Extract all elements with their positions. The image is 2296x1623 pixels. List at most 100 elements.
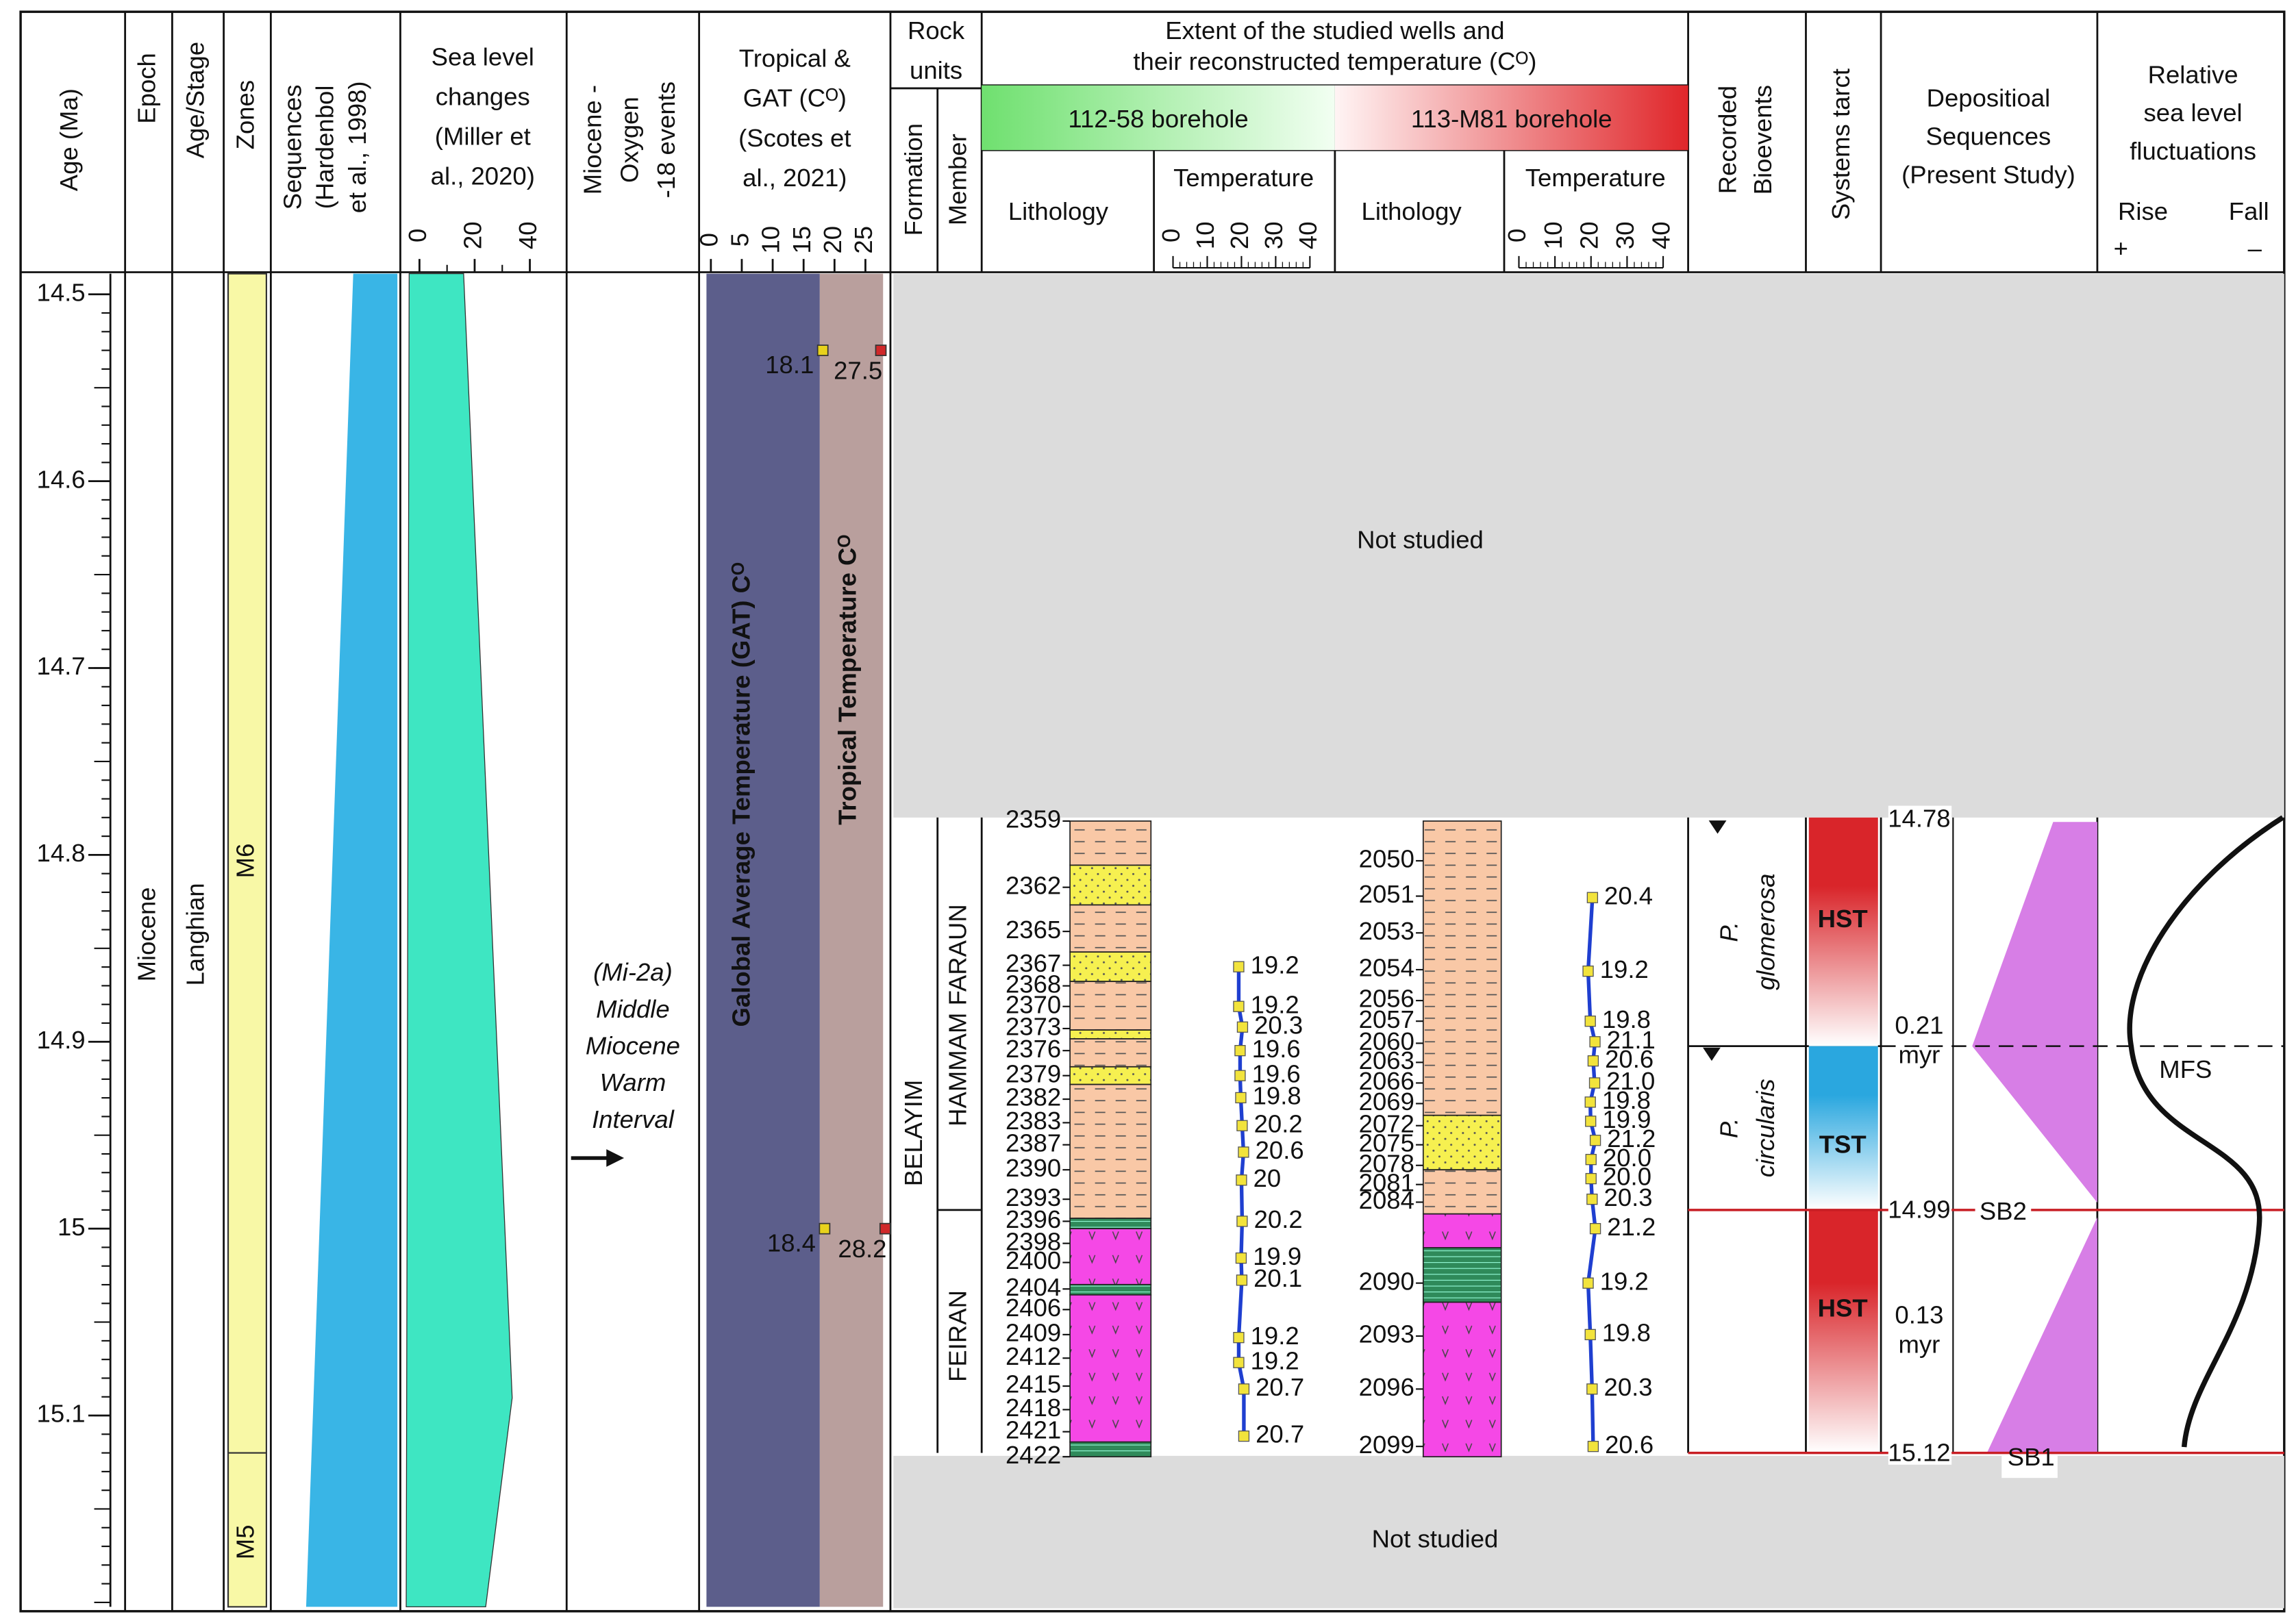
header-label: Zones [232,80,260,149]
header-label: Rise [2118,197,2168,225]
header-label: Miocene - [579,85,607,194]
not-studied-label: Not studied [1357,525,1484,553]
header-label: (Scotes et [738,124,851,152]
boundary-age: 14.78 [1888,805,1950,833]
systems-tract-label: HST [1818,905,1868,933]
temperature-point [1589,1135,1601,1146]
depth-label: 2382 [1006,1083,1061,1111]
header-label: (Present Study) [1901,160,2075,188]
header-label: Member [944,134,972,225]
event-label: Interval [592,1105,675,1133]
x-tick-label: 30 [1260,221,1288,249]
depth-label: 2370 [1006,990,1061,1018]
depth-label: 2415 [1006,1370,1061,1398]
depth-label: 2090 [1359,1267,1414,1295]
bioevent-label: P. [1715,1118,1743,1138]
duration-label: 0.21 [1895,1011,1943,1039]
depth-label: 2063 [1359,1046,1414,1074]
temperature-point [1233,1331,1245,1344]
value-label: 20.3 [1254,1011,1303,1039]
value-label: 19.2 [1251,1346,1299,1374]
lithology-layer [1069,820,1152,866]
temperature-point [1585,1153,1597,1166]
depth-label: 2406 [1006,1294,1061,1322]
depth-label: 2393 [1006,1183,1061,1211]
value-label: 20.4 [1604,881,1653,909]
temperature-point [1586,1194,1598,1205]
header-label: Recorded [1713,86,1741,194]
depth-label: 2422 [1006,1441,1061,1469]
header-label: Sea level [432,43,534,71]
y-tick-label: 14.6 [37,465,86,493]
y-tick-label: 15 [58,1213,86,1241]
event-label: Miocene [586,1032,680,1060]
depth-label: 2365 [1006,916,1061,944]
x-tick-label: 20 [1575,221,1603,249]
value-label: 20.3 [1604,1183,1653,1211]
formation-label: BELAYIM [899,1080,927,1187]
value-label: 20.1 [1253,1264,1302,1292]
lithology-layer [1422,1301,1502,1458]
depth-label: 2072 [1359,1109,1414,1137]
sea-level-curve [405,273,513,1608]
y-tick-label: 15.1 [37,1400,86,1428]
temperature-point [1582,965,1594,977]
depth-label: 2412 [1006,1342,1061,1370]
value-label: 28.2 [838,1235,886,1263]
arrow-head [606,1149,625,1167]
value-label: 19.2 [1251,990,1299,1018]
zone [227,273,267,1454]
lithology-layer [1069,1294,1152,1443]
depth-label: 2409 [1006,1318,1061,1346]
temperature-point [879,1222,891,1235]
header-label: Fall [2229,197,2269,225]
depth-label: 2060 [1359,1027,1414,1055]
temperature-point [1585,1116,1597,1127]
y-tick-label: 14.8 [37,839,86,867]
temperature-point [1233,1001,1245,1012]
header-label: Age (Ma) [55,88,83,191]
bioevent-label: P. [1715,922,1743,942]
depth-label: 2359 [1006,805,1061,833]
lithology-layer [1069,981,1152,1031]
value-label: 19.8 [1602,1086,1651,1114]
x-tick-label: 25 [849,226,877,254]
value-label: 20.6 [1605,1431,1654,1459]
temperature-point [1586,1383,1598,1395]
value-label: 19.9 [1253,1242,1301,1270]
relative-sea-level [2127,815,2284,1448]
temperature-point [1235,1252,1247,1264]
header-label: – [2248,234,2262,262]
bioevent-label: glomerosa [1751,873,1780,990]
temperature-point [1585,1172,1597,1185]
bioevent-label: circularis [1751,1079,1780,1177]
depth-label: 2096 [1359,1373,1414,1401]
column-label: Temperature [1173,164,1314,192]
depth-label: 2056 [1359,985,1414,1013]
lithology-layer [1422,820,1502,1116]
borehole-bar [1334,85,1688,151]
boundary-age: 14.99 [1888,1196,1950,1224]
header-label: GAT (Cᴼ) [743,84,847,112]
header-label: Sequences [1926,123,2051,151]
depth-label: 2362 [1006,871,1061,899]
x-tick-label: 40 [514,221,542,249]
header-label: Formation [899,123,927,236]
borehole-bar [982,85,1335,151]
x-tick-label: 0 [1157,229,1185,242]
label-bg [2001,1454,2058,1479]
value-label: 20.7 [1256,1420,1304,1448]
boundary-age: 15.12 [1888,1438,1950,1466]
header-label: Extent of the studied wells and [1165,16,1504,45]
value-label: 19.6 [1252,1035,1301,1063]
depth-label: 2396 [1006,1205,1061,1233]
gat-band [706,273,820,1607]
lithology-layer [1069,1218,1152,1230]
systems-tract [1808,1209,1878,1453]
temperature-point [1584,1329,1596,1341]
depth-label: 2398 [1006,1227,1061,1255]
lithology-layer [1069,1083,1152,1219]
series-label: Tropical Temperature Cᴼ [833,535,861,825]
depth-label: 2066 [1359,1067,1414,1095]
depth-label: 2379 [1006,1059,1061,1087]
